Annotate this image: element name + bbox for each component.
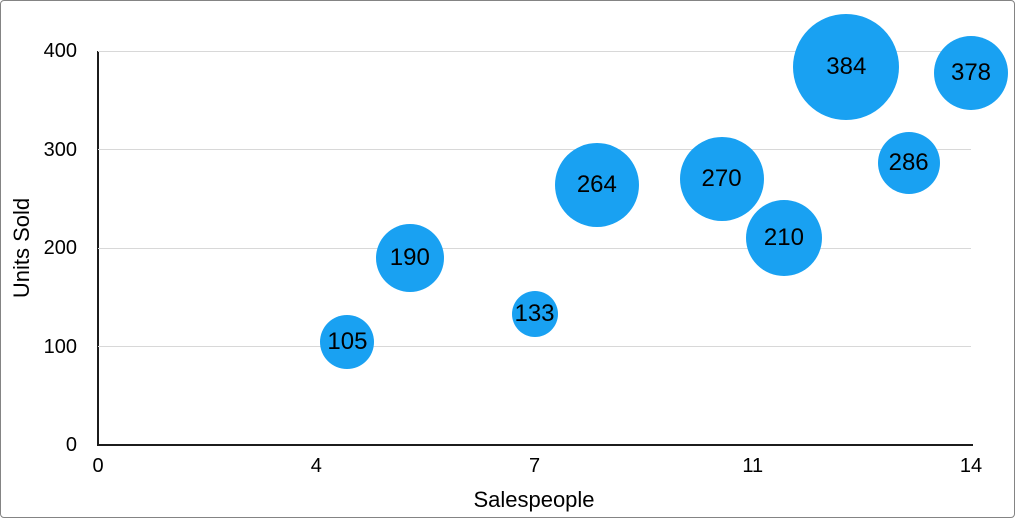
plot-area: 105 190 133 264 270 210 384 286 378 [98, 13, 1008, 445]
data-point-bubble[interactable]: 286 [877, 132, 940, 195]
y-axis-tick-label: 300 [43, 138, 77, 161]
x-axis-tick-label: 14 [959, 455, 983, 477]
bubble-value-label: 384 [826, 52, 867, 80]
bubble-value-label: 378 [950, 58, 992, 86]
bubble-value-label: 190 [389, 243, 430, 271]
gridline [98, 346, 971, 347]
data-point-bubble[interactable]: 190 [375, 223, 444, 292]
y-axis-line [97, 51, 99, 446]
bubble-value-label: 270 [701, 165, 742, 193]
gridline [98, 149, 971, 150]
y-axis-tick-label: 100 [43, 335, 77, 358]
y-axis-tick-label: 400 [43, 40, 77, 62]
x-axis-tick-label: 7 [528, 455, 541, 477]
data-point-bubble[interactable]: 264 [554, 142, 639, 227]
y-axis-tick-label: 0 [65, 434, 77, 456]
bubble-value-label: 210 [763, 224, 804, 252]
data-point-bubble[interactable]: 384 [793, 13, 900, 120]
data-point-bubble[interactable]: 378 [934, 35, 1008, 110]
gridline [98, 50, 971, 52]
x-axis-tick-label: 4 [310, 455, 322, 477]
x-axis-title: Salespeople [473, 487, 595, 512]
gridline [98, 247, 971, 249]
data-point-bubble[interactable]: 270 [679, 137, 764, 222]
x-axis-tick-label: 0 [92, 455, 104, 477]
bubble-value-label: 286 [888, 149, 929, 177]
bubble-value-label: 264 [576, 170, 617, 198]
data-point-bubble[interactable]: 210 [745, 200, 822, 277]
y-axis-tick-label: 200 [43, 237, 77, 259]
data-point-bubble[interactable]: 133 [511, 290, 558, 337]
data-point-bubble[interactable]: 105 [320, 314, 375, 369]
x-axis-line [97, 444, 973, 446]
bubble-value-label: 105 [327, 327, 368, 355]
x-axis-tick-label: 11 [742, 455, 764, 477]
bubble-value-label: 133 [514, 299, 555, 327]
